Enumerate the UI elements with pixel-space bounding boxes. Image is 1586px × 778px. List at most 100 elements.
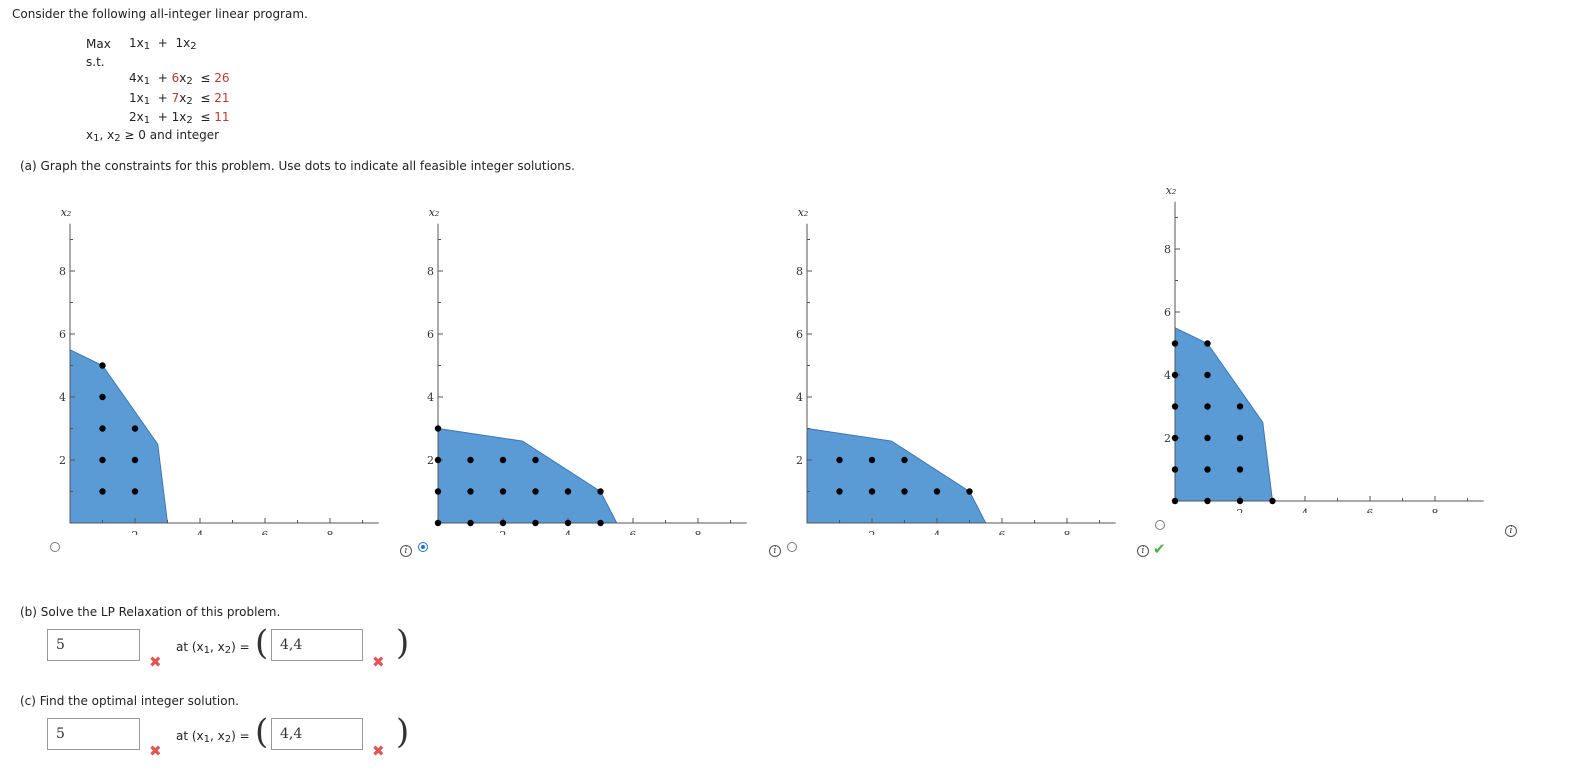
graph-2: 24682468x₁x₂ bbox=[427, 206, 747, 535]
constraint-2-rhs: 21 bbox=[214, 91, 230, 105]
y-tick-label: 4 bbox=[59, 391, 66, 404]
integer-point-dot bbox=[1204, 371, 1211, 379]
constraint-3-rhs: 11 bbox=[214, 110, 230, 124]
x-tick-label: 8 bbox=[327, 529, 334, 535]
part-c-prompt: (c) Find the optimal integer solution. bbox=[20, 694, 239, 708]
x-tick-label: 4 bbox=[197, 529, 204, 535]
integer-point-dot bbox=[1236, 403, 1244, 410]
info-icon[interactable]: i bbox=[1137, 545, 1149, 557]
y-tick-label: 8 bbox=[59, 265, 66, 278]
integer-point-dot bbox=[434, 456, 442, 464]
integer-point-dot bbox=[499, 456, 507, 464]
integer-point-dot bbox=[131, 456, 139, 464]
integer-point-dot bbox=[467, 519, 474, 527]
check-icon: ✔ bbox=[1153, 540, 1166, 558]
part-c-point-input[interactable]: 4,4 bbox=[271, 718, 363, 750]
integer-point-dot bbox=[1236, 466, 1244, 473]
part-c-at-text: at bbox=[176, 729, 189, 743]
graph-1: 24682468x₁x₂ bbox=[59, 206, 379, 535]
part-b-value-input[interactable]: 5 bbox=[47, 629, 140, 661]
integer-point-dot bbox=[1204, 466, 1211, 473]
integer-point-dot bbox=[467, 488, 474, 495]
part-b-at-label: at (x1, x2) = bbox=[176, 640, 250, 656]
integer-point-dot bbox=[1204, 497, 1211, 505]
y-axis-label: x₂ bbox=[798, 206, 809, 219]
info-icon[interactable]: i bbox=[1505, 525, 1517, 537]
part-b-point-input[interactable]: 4,4 bbox=[271, 629, 363, 661]
part-a-prompt: (a) Graph the constraints for this probl… bbox=[20, 159, 575, 173]
integer-point-dot bbox=[564, 519, 572, 527]
x-mark-icon: ✖ bbox=[149, 742, 162, 760]
integer-point-dot bbox=[434, 425, 442, 432]
integer-point-dot bbox=[467, 456, 474, 464]
y-tick-label: 2 bbox=[1164, 432, 1171, 445]
x-tick-label: 2 bbox=[500, 529, 507, 535]
x-tick-label: 8 bbox=[1432, 507, 1439, 513]
y-tick-label: 8 bbox=[796, 265, 803, 278]
x-tick-label: 6 bbox=[999, 529, 1006, 535]
part-b-at-text: at bbox=[176, 640, 189, 654]
integer-point-dot bbox=[597, 519, 604, 527]
intro-text: Consider the following all-integer linea… bbox=[12, 7, 308, 21]
x-tick-label: 6 bbox=[1367, 507, 1374, 513]
y-tick-label: 2 bbox=[59, 454, 66, 467]
integer-point-dot bbox=[1236, 497, 1244, 505]
integer-point-dot bbox=[131, 425, 139, 432]
integer-point-dot bbox=[1204, 340, 1211, 347]
integer-point-dot bbox=[868, 456, 876, 464]
close-paren: ) bbox=[396, 712, 410, 752]
constraint-2-a2: 7 bbox=[171, 91, 180, 105]
feasible-region bbox=[1174, 326, 1274, 502]
graph-4: 24682468x₁x₂ bbox=[1164, 184, 1484, 513]
objective-c2: 1 bbox=[175, 36, 184, 50]
integer-point-dot bbox=[99, 456, 106, 464]
integer-point-dot bbox=[1171, 403, 1179, 410]
integer-point-dot bbox=[99, 362, 106, 369]
integer-point-dot bbox=[532, 456, 539, 464]
open-paren: ( bbox=[255, 712, 269, 752]
x-tick-label: 8 bbox=[695, 529, 702, 535]
integer-point-dot bbox=[966, 488, 973, 495]
x-mark-icon: ✖ bbox=[372, 742, 385, 760]
y-tick-label: 8 bbox=[1164, 243, 1171, 256]
integer-point-dot bbox=[933, 488, 941, 495]
integer-point-dot bbox=[1269, 497, 1276, 505]
y-axis-label: x₂ bbox=[429, 206, 440, 219]
part-c-value-input[interactable]: 5 bbox=[47, 718, 140, 750]
integer-point-dot bbox=[1171, 434, 1179, 442]
graph-1-radio[interactable] bbox=[50, 542, 60, 552]
integer-point-dot bbox=[99, 393, 106, 401]
integer-point-dot bbox=[434, 519, 442, 527]
integer-point-dot bbox=[836, 456, 843, 464]
info-icon[interactable]: i bbox=[769, 545, 781, 557]
x-tick-label: 2 bbox=[869, 529, 876, 535]
graph-2-radio[interactable] bbox=[418, 542, 428, 552]
constraint-1-a1: 4 bbox=[129, 71, 137, 85]
x-tick-label: 8 bbox=[1064, 529, 1071, 535]
constraint-1: 4x1 + 6x2 ≤ 26 bbox=[129, 71, 230, 87]
y-tick-label: 6 bbox=[1164, 306, 1171, 319]
close-paren: ) bbox=[396, 623, 410, 663]
y-tick-label: 6 bbox=[796, 328, 803, 341]
integer-point-dot bbox=[836, 488, 843, 495]
graph-3-radio[interactable] bbox=[787, 542, 797, 552]
x-tick-label: 6 bbox=[630, 529, 637, 535]
graph-4-radio[interactable] bbox=[1155, 520, 1165, 530]
integer-point-dot bbox=[1236, 434, 1244, 442]
integer-point-dot bbox=[532, 488, 539, 495]
graph-3: 24682468x₁x₂ bbox=[796, 206, 1116, 535]
objective-function: 1x1 + 1x2 bbox=[129, 36, 197, 52]
integer-point-dot bbox=[499, 488, 507, 495]
integer-point-dot bbox=[1204, 434, 1211, 442]
integer-point-dot bbox=[597, 488, 604, 495]
integer-point-dot bbox=[901, 488, 908, 495]
y-tick-label: 4 bbox=[1164, 369, 1171, 382]
objective-c1: 1 bbox=[129, 36, 137, 50]
x-tick-label: 6 bbox=[262, 529, 269, 535]
integer-point-dot bbox=[1171, 497, 1179, 505]
integer-point-dot bbox=[1171, 466, 1179, 473]
y-tick-label: 2 bbox=[427, 454, 434, 467]
info-icon[interactable]: i bbox=[400, 545, 412, 557]
integer-point-dot bbox=[499, 519, 507, 527]
x-tick-label: 4 bbox=[565, 529, 572, 535]
